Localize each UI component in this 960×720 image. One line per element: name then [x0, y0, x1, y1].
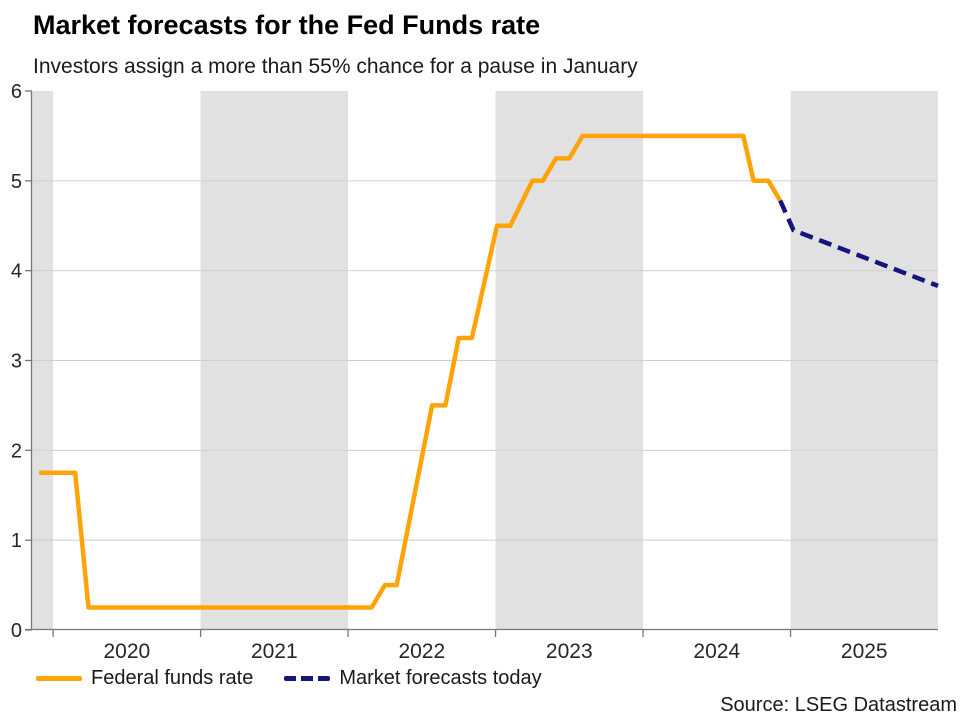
x-tick-label: 2025	[841, 640, 888, 663]
y-tick-label: 0	[11, 620, 22, 642]
source-credit: Source: LSEG Datastream	[720, 694, 957, 716]
legend-swatch-dashed-line	[284, 675, 331, 681]
y-tick-label: 4	[11, 261, 22, 283]
y-tick-label: 3	[11, 351, 22, 373]
x-tick-label: 2024	[693, 640, 740, 663]
legend-label-federal-funds-rate: Federal funds rate	[91, 666, 254, 689]
x-tick-label: 2021	[251, 640, 298, 663]
x-tick-label: 2022	[398, 640, 445, 663]
legend: Federal funds rate Market forecasts toda…	[36, 667, 542, 689]
chart-title: Market forecasts for the Fed Funds rate	[33, 10, 541, 40]
chart-subtitle: Investors assign a more than 55% chance …	[33, 55, 638, 78]
legend-item-federal-funds-rate: Federal funds rate	[36, 667, 253, 690]
fed-funds-line	[39, 133, 783, 610]
y-tick-label: 5	[11, 171, 22, 193]
legend-swatch-solid-line	[36, 675, 82, 681]
legend-item-market-forecasts: Market forecasts today	[284, 666, 542, 690]
forecast-line	[778, 199, 939, 288]
legend-label-market-forecasts: Market forecasts today	[339, 666, 542, 689]
x-tick-label: 2020	[103, 640, 150, 663]
x-tick-label: 2023	[546, 640, 593, 663]
y-tick-label: 1	[11, 530, 22, 552]
y-tick-label: 2	[11, 440, 22, 462]
y-tick-label: 6	[11, 81, 22, 103]
